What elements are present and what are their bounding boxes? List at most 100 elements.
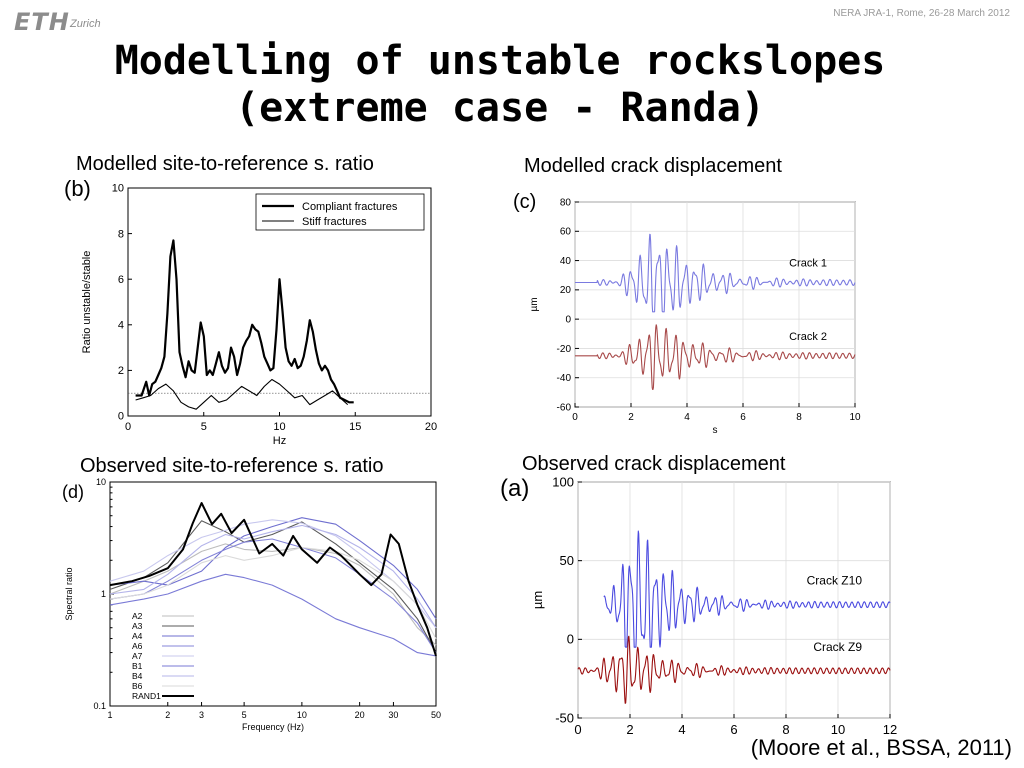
x-tick-label: 2 <box>626 722 633 737</box>
y-tick-label: -50 <box>555 710 574 725</box>
y-tick-label: 0 <box>118 411 124 423</box>
x-tick-label: 0 <box>125 421 131 433</box>
series-line-a3 <box>109 520 437 653</box>
y-axis-label: Ratio unstable/stable <box>81 251 93 354</box>
x-tick-label: 20 <box>355 710 365 720</box>
series-label: Crack Z9 <box>813 640 862 654</box>
x-tick-label: 2 <box>165 710 170 720</box>
y-tick-label: 100 <box>552 474 574 489</box>
y-tick-label: 10 <box>112 183 124 195</box>
y-tick-label: 0.1 <box>93 701 106 711</box>
x-tick-label: 3 <box>199 710 204 720</box>
series-line-crack-2 <box>574 324 856 390</box>
y-tick-label: 80 <box>560 197 572 208</box>
x-tick-label: 50 <box>431 710 441 720</box>
series-line-a2 <box>109 543 437 646</box>
series-line-b4 <box>109 524 437 628</box>
x-tick-label: 6 <box>740 412 746 423</box>
y-tick-label: 0 <box>567 632 574 647</box>
caption-modelled-crack: Modelled crack displacement <box>524 155 782 177</box>
x-tick-label: 5 <box>201 421 207 433</box>
series-label: Crack Z10 <box>807 574 863 588</box>
y-tick-label: 8 <box>118 228 124 240</box>
x-axis-label: Hz <box>273 435 286 447</box>
caption-observed-crack: Observed crack displacement <box>522 453 786 475</box>
title-line-2: (extreme case - Randa) <box>235 85 765 131</box>
caption-modelled-ratio: Modelled site-to-reference s. ratio <box>76 153 374 175</box>
panel-label: (c) <box>513 191 536 213</box>
legend-label: B1 <box>132 661 143 671</box>
y-tick-label: 6 <box>118 274 124 286</box>
series-line-a6 <box>109 538 437 653</box>
slide-title: Modelling of unstable rockslopes (extrem… <box>0 38 1000 132</box>
series-line-a7 <box>109 519 437 629</box>
logo-text: ETH <box>14 8 70 36</box>
legend-label: A7 <box>132 651 143 661</box>
series-line-compliant-fractures <box>135 239 354 404</box>
chart-modelled-crack: (c) 0 2 4 6 8 10 -60 -40 -20 0 20 40 60 80 s µm Crack 1 Cr… <box>513 191 861 436</box>
panel-label: (a) <box>500 475 529 502</box>
series-line-crack-z10 <box>603 530 891 648</box>
x-tick-label: 5 <box>242 710 247 720</box>
x-tick-label: 2 <box>628 412 634 423</box>
citation: (Moore et al., BSSA, 2011) <box>750 735 1012 760</box>
x-tick-label: 4 <box>684 412 690 423</box>
legend-label: A2 <box>132 611 143 621</box>
y-tick-label: 2 <box>118 365 124 377</box>
series-line-rand1 <box>109 502 437 657</box>
y-tick-label: 60 <box>560 227 572 238</box>
x-tick-label: 6 <box>730 722 737 737</box>
title-line-1: Modelling of unstable rockslopes <box>114 38 886 84</box>
series-label: Crack 2 <box>789 331 827 343</box>
y-axis-label: Spectral ratio <box>64 567 74 620</box>
x-tick-label: 8 <box>796 412 802 423</box>
x-tick-label: 12 <box>883 722 897 737</box>
y-tick-label: 1 <box>101 589 106 599</box>
eth-zurich-logo: ETH Zurich <box>14 8 124 36</box>
series-line-b6 <box>109 546 437 639</box>
x-tick-label: 10 <box>831 722 845 737</box>
y-tick-label: 0 <box>565 314 571 325</box>
legend-label: A4 <box>132 631 143 641</box>
y-tick-label: 10 <box>96 477 106 487</box>
series-line-stiff-fractures <box>135 378 349 410</box>
x-tick-label: 0 <box>574 722 581 737</box>
legend-label: RAND1 <box>132 691 161 701</box>
y-tick-label: 50 <box>560 553 574 568</box>
panel-label: (b) <box>64 176 91 201</box>
y-axis-label: µm <box>530 591 545 609</box>
x-axis-label: Frequency (Hz) <box>242 722 304 732</box>
x-tick-label: 1 <box>107 710 112 720</box>
y-axis-label: µm <box>529 297 540 311</box>
x-tick-label: 0 <box>572 412 578 423</box>
y-tick-label: 20 <box>560 285 572 296</box>
x-axis-label: s <box>713 425 718 436</box>
y-tick-label: -60 <box>557 402 572 413</box>
legend-label: A3 <box>132 621 143 631</box>
series-label: Crack 1 <box>789 258 827 270</box>
x-tick-label: 20 <box>425 421 437 433</box>
caption-observed-ratio: Observed site-to-reference s. ratio <box>80 455 384 477</box>
x-tick-label: 30 <box>388 710 398 720</box>
legend-label: B6 <box>132 681 143 691</box>
panel-label: (d) <box>62 482 84 502</box>
x-tick-label: 4 <box>678 722 685 737</box>
legend-label: Stiff fractures <box>302 216 367 228</box>
x-tick-label: 10 <box>273 421 285 433</box>
conference-label: NERA JRA-1, Rome, 26-28 March 2012 <box>833 8 1010 19</box>
x-tick-label: 8 <box>782 722 789 737</box>
series-line-crack-1 <box>574 233 856 313</box>
series-line-b1 <box>109 573 437 657</box>
legend-label: Compliant fractures <box>302 201 398 213</box>
y-tick-label: -20 <box>557 344 572 355</box>
x-tick-label: 10 <box>297 710 307 720</box>
legend-label: B4 <box>132 671 143 681</box>
y-tick-label: 4 <box>118 319 124 331</box>
legend-box <box>255 193 425 231</box>
x-tick-label: 15 <box>349 421 361 433</box>
plot-frame <box>574 201 856 408</box>
legend-label: A6 <box>132 641 143 651</box>
y-tick-label: -40 <box>557 373 572 384</box>
